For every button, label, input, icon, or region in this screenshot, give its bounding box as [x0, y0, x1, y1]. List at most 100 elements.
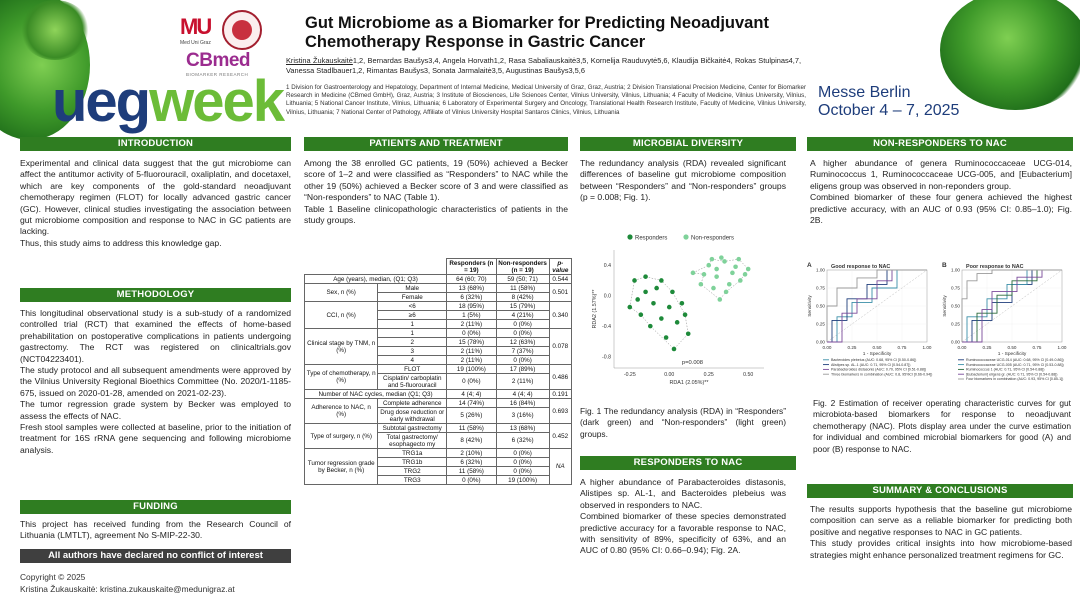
table-cell-label: Type of chemotherapy, n (%) [303, 364, 379, 390]
table-cell-responders: 0 (0%) [446, 328, 497, 338]
table-row: TRG3 0 (0%) 19 (100%) [305, 475, 572, 485]
table-cell-sublabel: 1 [377, 319, 448, 329]
legend-label: Responders [635, 236, 667, 242]
responder-point [659, 278, 664, 283]
table-cell-pvalue: 0.486 [548, 364, 573, 390]
roc-curve [961, 269, 1062, 342]
section-header-patients: PATIENTS AND TREATMENT [304, 137, 568, 151]
responder-point [632, 278, 637, 283]
y-tick-label: 1.00 [816, 268, 825, 273]
table-cell-responders: 0 (0%) [446, 475, 497, 485]
table-cell-label: Type of surgery, n (%) [303, 423, 379, 449]
chance-line [826, 269, 928, 343]
table-cell-sublabel: ≥6 [377, 310, 448, 320]
table-cell-nonresponders: 19 (100%) [495, 475, 550, 485]
x-tick-label: 0.75 [1033, 345, 1042, 350]
legend-label: Three biomarkers in combination (AUC: 0.… [831, 372, 932, 376]
table-row: Age (years), median, (Q1; Q3) 64 (60; 70)… [303, 274, 573, 284]
panel-title: Good response to NAC [831, 264, 890, 270]
nonresponder-point [722, 259, 727, 264]
table-cell-sublabel: FLOT [377, 364, 448, 374]
funding-text: This project has received funding from t… [20, 519, 291, 541]
table-header-row: Responders (n = 19) Non-responders (n = … [304, 258, 573, 275]
x-tick-label: 0.00 [823, 345, 832, 350]
legend-label: Ruminococcaceae UCG-014 (AUC: 0.68, 95% … [966, 358, 1064, 362]
table-cell-nonresponders: 0 (0%) [495, 328, 550, 338]
table-cell-label: Tumor regression grade by Becker, n (%) [303, 448, 379, 485]
roc-curve [826, 269, 927, 342]
patients-text: Among the 38 enrolled GC patients, 19 (5… [304, 158, 568, 226]
panel-letter: A [807, 262, 812, 269]
table-cell-responders: 15 (78%) [446, 337, 497, 347]
nonresponder-point [733, 264, 738, 270]
x-tick-label: 0.25 [704, 372, 714, 378]
y-axis-label: Sensitivity [942, 295, 948, 317]
nonresponder-point [714, 266, 719, 272]
table-cell-responders: 14 (74%) [446, 398, 497, 408]
table-cell-responders: 5 (26%) [446, 407, 497, 424]
y-tick-label: 0.25 [951, 322, 960, 327]
responder-point [635, 297, 640, 302]
responder-point [627, 304, 633, 310]
table-cell-responders: 2 (10%) [446, 448, 497, 458]
table-cell-nonresponders: 17 (89%) [495, 364, 550, 374]
table-cell-nonresponders: 8 (42%) [495, 292, 550, 302]
table-cell-responders: 1 (5%) [446, 310, 497, 320]
responder-point [682, 312, 688, 318]
x-axis-label: 1 - Specificity [863, 351, 892, 357]
x-tick-label: 1.00 [1058, 345, 1067, 350]
legend-marker [683, 234, 689, 240]
table-cell-sublabel: 1 [377, 328, 448, 338]
nonresponder-point [736, 256, 742, 262]
table-cell-nonresponders: 16 (84%) [495, 398, 550, 408]
summary-text: The results supports hypothesis that the… [810, 504, 1072, 560]
table-cell-nonresponders: 7 (37%) [495, 346, 550, 356]
cbmed-logo: CBmed BIOMARKER RESEARCH [186, 50, 251, 77]
nonresponder-point [711, 285, 716, 291]
x-tick-label: 0.25 [848, 345, 857, 350]
methodology-text: This longitudinal observational study is… [20, 308, 291, 455]
table-row: 2 15 (78%) 12 (63%) [305, 337, 572, 347]
table-cell-responders: 6 (32%) [446, 457, 497, 467]
y-tick-label: 0.25 [816, 322, 825, 327]
baseline-characteristics-table: Responders (n = 19) Non-responders (n = … [303, 258, 573, 485]
responder-point [648, 323, 653, 329]
y-tick-label: -0.8 [602, 355, 611, 361]
table-row: Type of chemotherapy, n (%) FLOT 19 (100%)… [303, 364, 573, 390]
responders-text: A higher abundance of Parabacteroides di… [580, 477, 786, 556]
table-cell-nonresponders: 0 (0%) [495, 466, 550, 476]
table-cell-nonresponders: 2 (11%) [495, 373, 550, 390]
ueg-week-logo: uegweek [52, 69, 285, 134]
table-cell-sublabel: TRG1b [377, 457, 448, 467]
table-header-responders: Responders (n = 19) [446, 258, 497, 275]
table-cell-sublabel: Total gastrectomy/ esophagecto my [377, 432, 448, 449]
table-cell-label: Number of NAC cycles, median (Q1; Q3) [303, 389, 448, 399]
table-cell-sublabel: 4 [377, 355, 448, 365]
table-cell-sublabel: Female [377, 292, 448, 302]
table-header-nonresponders: Non-responders (n = 19) [495, 258, 550, 275]
legend-marker [627, 234, 633, 240]
table-cell-nonresponders: 0 (0%) [495, 319, 550, 329]
table-cell-pvalue: 0.340 [548, 301, 573, 329]
table-cell-nonresponders: 0 (0%) [495, 457, 550, 467]
table-row: Type of surgery, n (%) Subtotal gastrecto… [303, 423, 573, 449]
rda-scatter-plot: Responders Non-responders -0.25 0.00 0.25 0.5… [592, 234, 764, 386]
table-cell-nonresponders: 3 (16%) [495, 407, 550, 424]
section-header-responders: RESPONDERS TO NAC [580, 456, 796, 470]
table-cell-nonresponders: 0 (0%) [495, 355, 550, 365]
table-cell-label: Age (years), median, (Q1; Q3) [303, 274, 448, 284]
table-cell-sublabel: Drug dose reduction or early withdrawal [377, 407, 448, 424]
table-cell-nonresponders: 12 (63%) [495, 337, 550, 347]
nonresponder-point [690, 270, 696, 276]
legend-label: Ruminococcaceae UCG-005 (AUC: 0.71, 95% … [966, 363, 1064, 367]
roc-curve [827, 269, 927, 343]
section-header-introduction: INTRODUCTION [20, 137, 291, 151]
green-bacteria-decoration-2 [20, 0, 90, 60]
section-header-methodology: METHODOLOGY [20, 288, 291, 302]
table-row: Adherence to NAC, n (%) Complete adherenc… [303, 398, 573, 424]
legend-label: Ruminococcus 1 (AUC: 0.71, 95% CI [0.54-… [966, 368, 1045, 372]
panel-letter: B [942, 262, 947, 269]
nonresponder-point [717, 297, 723, 302]
nonresponder-point [706, 262, 712, 268]
